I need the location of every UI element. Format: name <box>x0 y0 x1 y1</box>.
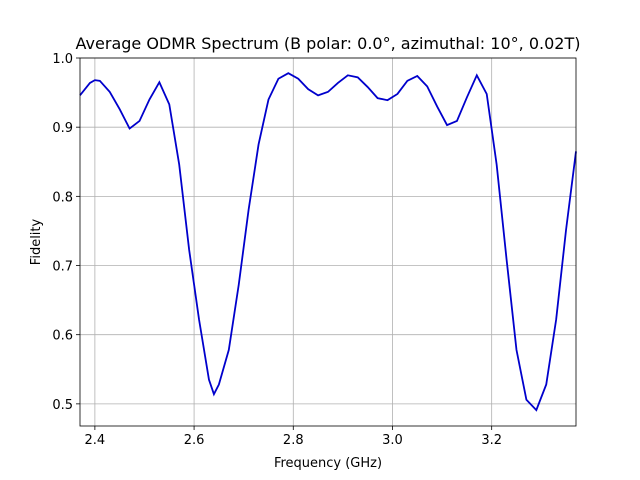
y-tick-label: 0.6 <box>52 329 73 344</box>
plot-frame <box>79 57 577 427</box>
y-tick-label: 0.7 <box>52 260 73 275</box>
y-tick-label: 0.5 <box>52 398 73 413</box>
data-line <box>79 72 577 412</box>
x-tick-label: 2.4 <box>85 433 106 448</box>
y-tick-label: 0.8 <box>52 190 73 205</box>
x-tick-label: 3.0 <box>382 433 403 448</box>
x-tick-label: 3.2 <box>481 433 502 448</box>
y-tick-label: 1.0 <box>52 52 73 67</box>
y-axis-label: Fidelity <box>29 218 44 265</box>
y-tick-label: 0.9 <box>52 121 73 136</box>
chart-title: Average ODMR Spectrum (B polar: 0.0°, az… <box>76 34 581 53</box>
x-tick-label: 2.8 <box>283 433 304 448</box>
x-tick-label: 2.6 <box>184 433 205 448</box>
x-axis-label: Frequency (GHz) <box>274 456 382 471</box>
